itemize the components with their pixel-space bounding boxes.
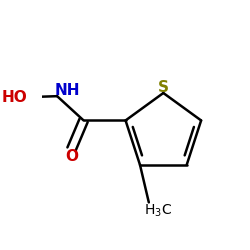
Text: HO: HO [1, 90, 27, 105]
Text: S: S [158, 80, 169, 95]
Text: NH: NH [54, 83, 80, 98]
Text: O: O [65, 149, 78, 164]
Text: H$_3$C: H$_3$C [144, 203, 172, 220]
